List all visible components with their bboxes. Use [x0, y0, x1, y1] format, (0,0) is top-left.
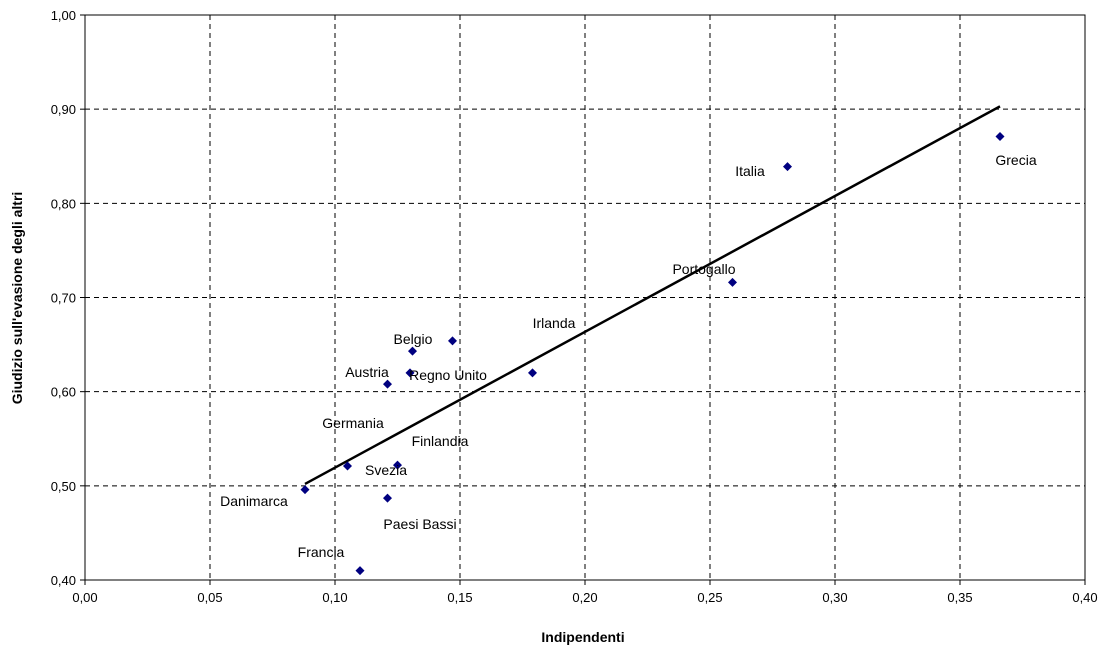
data-point — [405, 368, 415, 378]
data-point — [448, 336, 457, 346]
data-point — [528, 368, 537, 378]
point-label: Danimarca — [220, 493, 288, 509]
point-label: Portogallo — [672, 261, 735, 277]
y-tick-label: 0,40 — [51, 573, 76, 588]
point-label: Austria — [345, 364, 389, 380]
data-point — [355, 566, 365, 576]
data-point — [343, 461, 352, 471]
trendline — [304, 105, 1001, 486]
data-point — [995, 131, 1005, 141]
y-tick-label: 0,90 — [51, 102, 76, 117]
data-point — [383, 493, 392, 503]
data-point — [300, 485, 310, 495]
x-axis-ticks: 0,00 0,05 0,10 0,15 0,20 0,25 0,30 0,35 0,40 — [72, 580, 1098, 605]
trendline-group — [304, 105, 1001, 486]
point-label: Paesi Bassi — [383, 516, 456, 532]
x-tick-label: 0,10 — [322, 590, 347, 605]
y-tick-label: 0,50 — [51, 479, 76, 494]
x-axis-title: Indipendenti — [541, 629, 624, 645]
y-tick-label: 0,60 — [51, 385, 76, 400]
x-tick-label: 0,35 — [947, 590, 972, 605]
y-tick-label: 1,00 — [51, 8, 76, 23]
point-label: Italia — [735, 163, 765, 179]
data-point — [783, 162, 792, 172]
point-label: Svezia — [365, 462, 407, 478]
y-tick-label: 0,70 — [51, 291, 76, 306]
x-tick-label: 0,05 — [197, 590, 222, 605]
point-label: Irlanda — [533, 315, 576, 331]
point-labels: Grecia Italia Portogallo Irlanda Belgio Austr… — [220, 152, 1037, 560]
point-label: Grecia — [995, 152, 1036, 168]
data-point — [383, 379, 392, 389]
point-label: Belgio — [394, 331, 433, 347]
y-axis-ticks: 0,40 0,50 0,60 0,70 0,80 0,90 1,00 — [51, 8, 85, 588]
data-point — [393, 460, 402, 470]
x-tick-label: 0,00 — [72, 590, 97, 605]
x-tick-label: 0,15 — [447, 590, 472, 605]
data-point — [728, 277, 737, 287]
point-label: Francia — [298, 544, 345, 560]
data-point — [408, 346, 417, 356]
point-label: Finlandia — [412, 433, 469, 449]
point-label: Germania — [322, 415, 384, 431]
gridlines — [85, 15, 1085, 580]
x-tick-label: 0,20 — [572, 590, 597, 605]
x-tick-label: 0,40 — [1072, 590, 1097, 605]
x-tick-label: 0,30 — [822, 590, 847, 605]
y-axis-title: Giudizio sull'evasione degli altri — [9, 192, 25, 405]
x-tick-label: 0,25 — [697, 590, 722, 605]
y-tick-label: 0,80 — [51, 196, 76, 211]
data-points — [300, 131, 1005, 576]
point-label: Regno Unito — [409, 367, 487, 383]
